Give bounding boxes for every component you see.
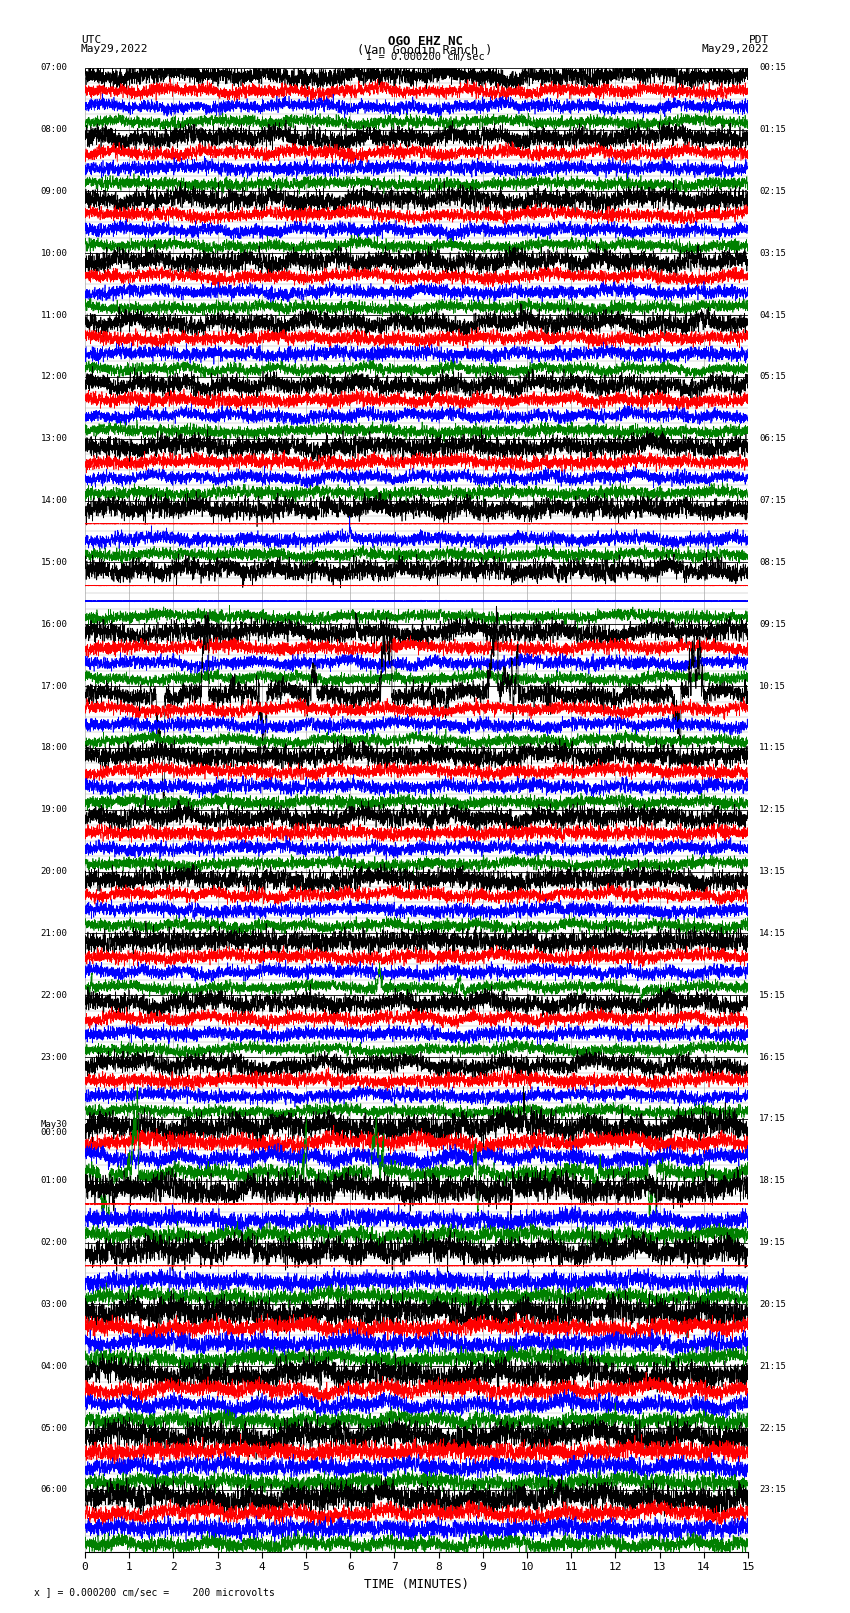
Text: 15:15: 15:15	[759, 990, 786, 1000]
Text: 16:00: 16:00	[41, 619, 67, 629]
Text: 20:00: 20:00	[41, 868, 67, 876]
Text: 02:15: 02:15	[759, 187, 786, 195]
Text: 08:00: 08:00	[41, 126, 67, 134]
Text: 01:00: 01:00	[41, 1176, 67, 1186]
Text: 13:15: 13:15	[759, 868, 786, 876]
Text: 06:15: 06:15	[759, 434, 786, 444]
Text: PDT: PDT	[749, 35, 769, 45]
Text: 03:15: 03:15	[759, 248, 786, 258]
Text: 19:15: 19:15	[759, 1239, 786, 1247]
Text: 17:00: 17:00	[41, 682, 67, 690]
Text: 18:15: 18:15	[759, 1176, 786, 1186]
Text: 00:00: 00:00	[41, 1127, 67, 1137]
Text: 22:00: 22:00	[41, 990, 67, 1000]
Text: 23:00: 23:00	[41, 1053, 67, 1061]
Text: 21:00: 21:00	[41, 929, 67, 937]
Text: 04:00: 04:00	[41, 1361, 67, 1371]
Text: 09:00: 09:00	[41, 187, 67, 195]
Text: 06:00: 06:00	[41, 1486, 67, 1494]
Text: 14:15: 14:15	[759, 929, 786, 937]
Text: May30: May30	[41, 1121, 67, 1129]
Text: May29,2022: May29,2022	[702, 44, 769, 53]
Text: I = 0.000200 cm/sec: I = 0.000200 cm/sec	[366, 52, 484, 63]
Text: 05:15: 05:15	[759, 373, 786, 381]
Text: 00:15: 00:15	[759, 63, 786, 73]
Text: 07:00: 07:00	[41, 63, 67, 73]
Text: 16:15: 16:15	[759, 1053, 786, 1061]
Text: 02:00: 02:00	[41, 1239, 67, 1247]
Text: 22:15: 22:15	[759, 1424, 786, 1432]
Text: OGO EHZ NC: OGO EHZ NC	[388, 35, 462, 48]
Text: x ] = 0.000200 cm/sec =    200 microvolts: x ] = 0.000200 cm/sec = 200 microvolts	[34, 1587, 275, 1597]
Text: 14:00: 14:00	[41, 497, 67, 505]
Text: UTC: UTC	[81, 35, 101, 45]
Text: 21:15: 21:15	[759, 1361, 786, 1371]
Text: 11:15: 11:15	[759, 744, 786, 752]
Text: 08:15: 08:15	[759, 558, 786, 566]
Text: 01:15: 01:15	[759, 126, 786, 134]
Text: 03:00: 03:00	[41, 1300, 67, 1308]
Text: (Van Goodin Ranch ): (Van Goodin Ranch )	[357, 44, 493, 56]
Text: 09:15: 09:15	[759, 619, 786, 629]
Text: May29,2022: May29,2022	[81, 44, 148, 53]
Text: 19:00: 19:00	[41, 805, 67, 815]
Text: 07:15: 07:15	[759, 497, 786, 505]
Text: 17:15: 17:15	[759, 1115, 786, 1123]
Text: 13:00: 13:00	[41, 434, 67, 444]
Text: 05:00: 05:00	[41, 1424, 67, 1432]
Text: 23:15: 23:15	[759, 1486, 786, 1494]
Text: 04:15: 04:15	[759, 311, 786, 319]
Text: 10:15: 10:15	[759, 682, 786, 690]
Text: 10:00: 10:00	[41, 248, 67, 258]
Text: 12:15: 12:15	[759, 805, 786, 815]
Text: 11:00: 11:00	[41, 311, 67, 319]
Text: 20:15: 20:15	[759, 1300, 786, 1308]
Text: 12:00: 12:00	[41, 373, 67, 381]
Text: 18:00: 18:00	[41, 744, 67, 752]
Text: 15:00: 15:00	[41, 558, 67, 566]
X-axis label: TIME (MINUTES): TIME (MINUTES)	[364, 1578, 469, 1590]
